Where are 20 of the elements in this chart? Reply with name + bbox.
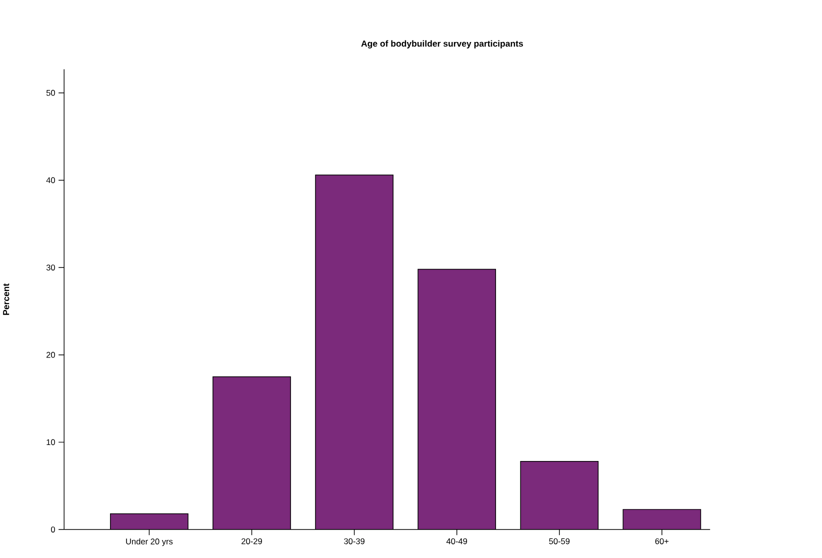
x-tick-label: 50-59	[549, 538, 570, 544]
chart-title: Age of bodybuilder survey participants	[361, 40, 523, 48]
y-tick-label: 20	[46, 352, 55, 358]
x-tick-label: 40-49	[446, 538, 468, 544]
y-tick-label: 40	[46, 177, 55, 184]
x-tick-label: 60+	[655, 538, 669, 544]
y-tick-label: 30	[46, 264, 55, 270]
bar	[315, 174, 394, 530]
y-tick-label: 50	[46, 90, 55, 96]
bar	[418, 269, 496, 530]
bar	[622, 508, 702, 530]
bar	[520, 461, 598, 530]
x-tick-label: 30-39	[344, 538, 364, 544]
x-tick-label: 20-29	[242, 538, 262, 544]
y-tick-label: 0	[51, 526, 55, 532]
x-tick-label: Under 20 yrs	[126, 538, 173, 546]
y-tick-label: 10	[46, 439, 55, 446]
bar	[212, 376, 291, 530]
y-axis-title: Percent	[3, 283, 10, 315]
bar	[110, 514, 188, 530]
